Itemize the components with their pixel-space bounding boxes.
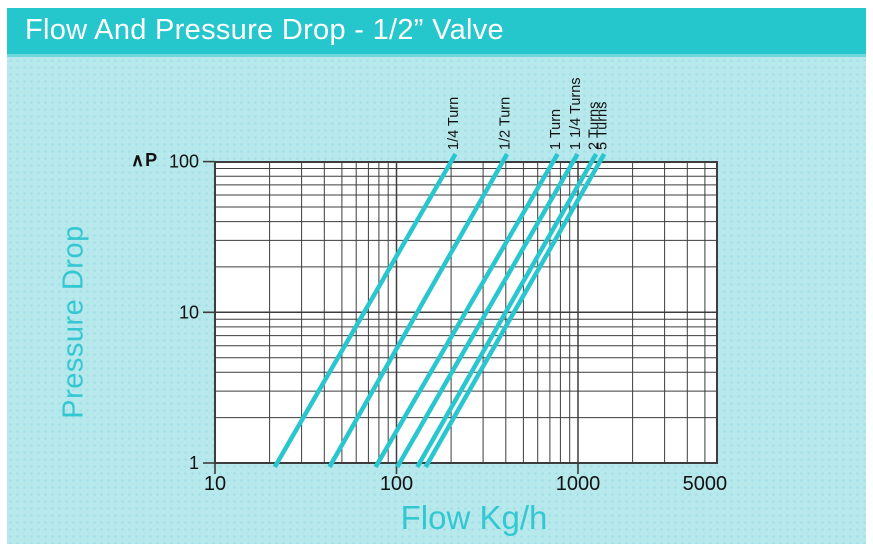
x-axis-label: Flow Kg/h bbox=[400, 499, 548, 536]
page-title: Flow And Pressure Drop - 1/2” Valve bbox=[25, 14, 504, 46]
delta-p-symbol: ∧P bbox=[131, 150, 159, 170]
chart-panel bbox=[7, 57, 866, 544]
chart-header-bar: Flow And Pressure Drop - 1/2” Valve bbox=[7, 8, 866, 57]
y-axis-label: Pressure Drop bbox=[57, 225, 90, 419]
